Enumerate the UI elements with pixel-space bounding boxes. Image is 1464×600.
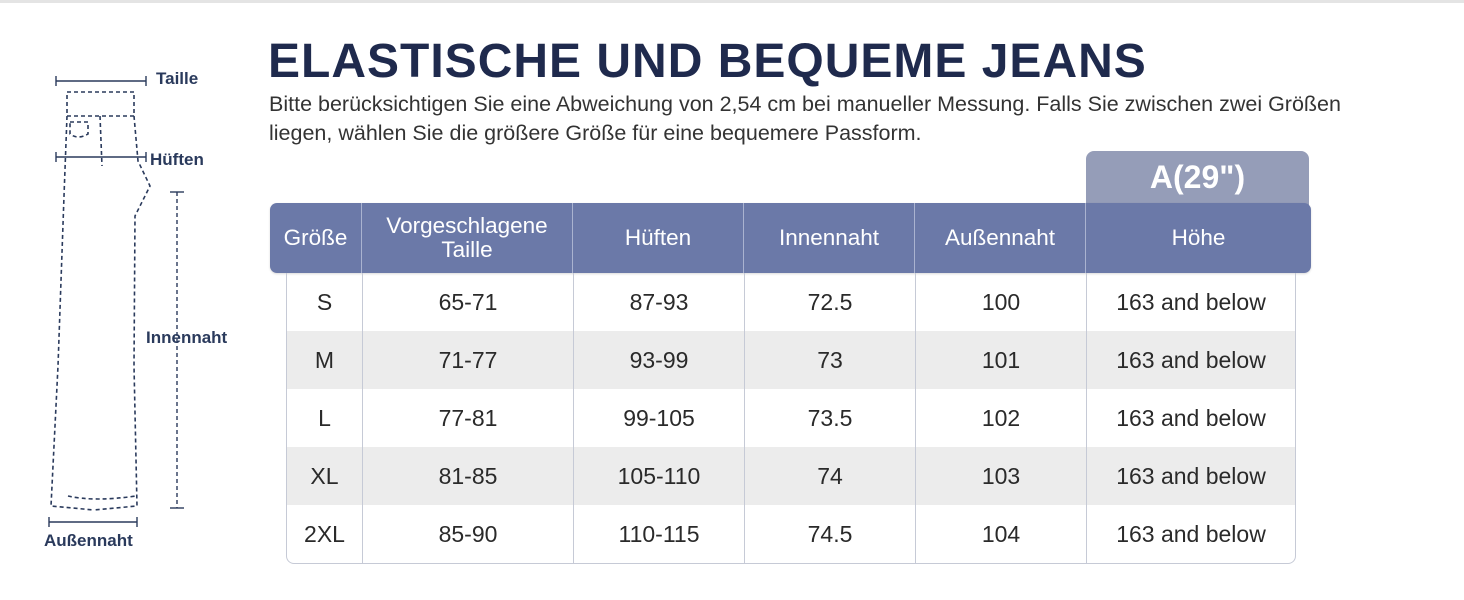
column-header-inseam: Innennaht	[744, 203, 915, 273]
table-cell: 105-110	[574, 447, 745, 505]
table-cell: L	[287, 389, 363, 447]
table-row: 2XL 85-90 110-115 74.5 104 163 and below	[287, 505, 1295, 563]
table-cell: 163 and below	[1116, 346, 1266, 373]
column-header-height: Höhe	[1171, 225, 1226, 250]
table-cell: 93-99	[574, 331, 745, 389]
table-row: L 77-81 99-105 73.5 102 163 and below	[287, 389, 1295, 447]
waist-label: Taille	[156, 69, 199, 88]
hips-label: Hüften	[150, 150, 204, 169]
table-cell: 74.5	[745, 505, 916, 563]
table-cell: 73.5	[745, 389, 916, 447]
column-header-hips: Hüften	[573, 203, 744, 273]
jeans-diagram: Taille Hüften Innennaht Außennaht	[40, 66, 250, 556]
table-cell: 72.5	[745, 273, 916, 331]
table-cell: 163 and below	[1116, 462, 1266, 489]
table-cell: XL	[287, 447, 363, 505]
inseam-label: Innennaht	[146, 328, 228, 347]
table-cell: 100	[916, 273, 1087, 331]
table-row: M 71-77 93-99 73 101 163 and below	[287, 331, 1295, 389]
column-header-waist: Vorgeschlagene Taille	[362, 203, 573, 273]
table-header: Größe Vorgeschlagene Taille Hüften Innen…	[270, 203, 1311, 273]
table-row: XL 81-85 105-110 74 103 163 and below	[287, 447, 1295, 505]
table-cell: 81-85	[363, 447, 574, 505]
page-title: ELASTISCHE UND BEQUEME JEANS	[268, 35, 1147, 88]
column-header-outseam: Außennaht	[915, 203, 1086, 273]
top-border	[0, 0, 1464, 3]
table-cell: 77-81	[363, 389, 574, 447]
column-header-size: Größe	[270, 203, 362, 273]
table-cell: S	[287, 273, 363, 331]
variant-tab: A(29")	[1086, 151, 1309, 209]
table-cell: 85-90	[363, 505, 574, 563]
variant-label: A(29")	[1149, 159, 1246, 195]
table-cell: 163 and below	[1116, 288, 1266, 315]
table-cell: 101	[916, 331, 1087, 389]
table-cell: 103	[916, 447, 1087, 505]
table-row: S 65-71 87-93 72.5 100 163 and below	[287, 273, 1295, 331]
table-cell: 99-105	[574, 389, 745, 447]
table-cell: 2XL	[287, 505, 363, 563]
table-cell: 163 and below	[1116, 520, 1266, 547]
table-cell: 87-93	[574, 273, 745, 331]
table-cell: 65-71	[363, 273, 574, 331]
table-cell: 71-77	[363, 331, 574, 389]
table-cell: 110-115	[574, 505, 745, 563]
table-cell: 102	[916, 389, 1087, 447]
jeans-outline-icon	[48, 76, 184, 527]
table-cell: 74	[745, 447, 916, 505]
table-cell: 163 and below	[1116, 404, 1266, 431]
size-table: Größe Vorgeschlagene Taille Hüften Innen…	[270, 203, 1311, 564]
table-cell: 104	[916, 505, 1087, 563]
page-subtitle: Bitte berücksichtigen Sie eine Abweichun…	[269, 92, 1341, 145]
table-body: S 65-71 87-93 72.5 100 163 and below M 7…	[286, 273, 1296, 564]
outseam-label: Außennaht	[44, 531, 133, 550]
table-cell: 73	[745, 331, 916, 389]
table-cell: M	[287, 331, 363, 389]
